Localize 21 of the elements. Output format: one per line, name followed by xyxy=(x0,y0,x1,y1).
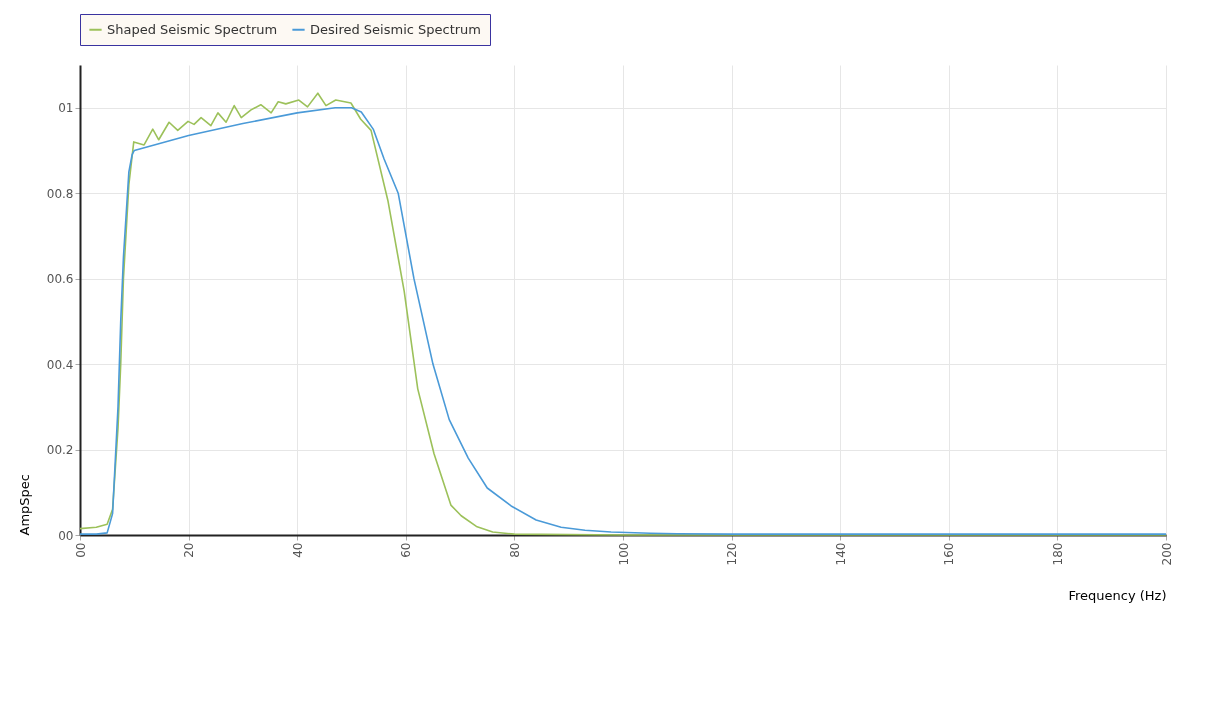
x-tick-label: 180 xyxy=(1050,542,1065,566)
x-tick-label: 140 xyxy=(833,542,848,566)
x-tick-label: 160 xyxy=(942,542,957,566)
x-tick-label: 00 xyxy=(73,542,88,558)
x-tick-label: 100 xyxy=(616,542,631,566)
x-tick-label: 20 xyxy=(182,542,197,558)
y-tick-label: 00.2 xyxy=(46,443,74,458)
y-tick-label: 00.8 xyxy=(46,186,74,201)
x-tick-label: 40 xyxy=(290,542,305,558)
x-tick-label: 60 xyxy=(399,542,414,558)
x-tick-label: 200 xyxy=(1159,542,1174,566)
x-tick-label: 120 xyxy=(725,542,740,566)
legend-label: Shaped Seismic Spectrum xyxy=(107,21,278,37)
y-tick-label: 00 xyxy=(58,528,74,543)
y-tick-label: 01 xyxy=(58,101,74,116)
y-tick-label: 00.6 xyxy=(46,272,74,287)
legend-label: Desired Seismic Spectrum xyxy=(310,21,482,37)
x-axis-title: Frequency (Hz) xyxy=(1068,588,1167,604)
y-axis-title: AmpSpec xyxy=(16,474,32,536)
y-tick-label: 00.4 xyxy=(46,357,74,372)
x-tick-label: 80 xyxy=(507,542,522,558)
